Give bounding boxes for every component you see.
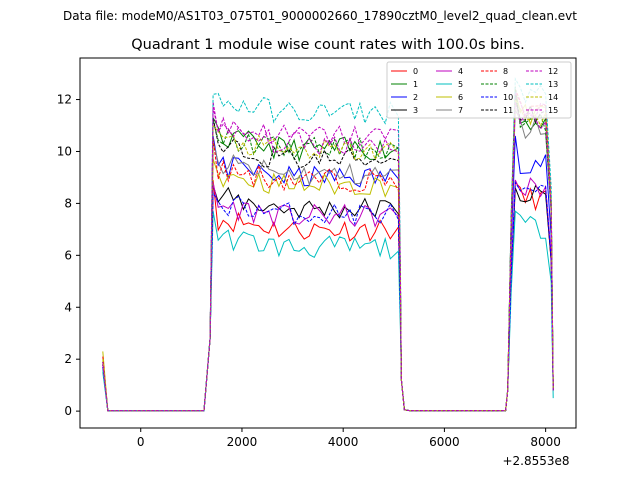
x-tick-label: 8000 <box>530 435 561 449</box>
y-tick-label: 4 <box>64 300 72 314</box>
plot-area <box>80 58 576 428</box>
legend-label-15: 15 <box>548 106 558 115</box>
axes-frame <box>79 57 577 429</box>
legend-label-5: 5 <box>458 80 463 89</box>
x-tick-label: 0 <box>137 435 145 449</box>
legend-label-6: 6 <box>458 93 463 102</box>
legend-label-11: 11 <box>503 106 513 115</box>
x-tick-label: 6000 <box>429 435 460 449</box>
x-tick-label: 4000 <box>328 435 359 449</box>
y-tick-label: 10 <box>57 144 72 158</box>
legend-label-7: 7 <box>458 106 463 115</box>
figure-suptitle: Data file: modeM0/AS1T03_075T01_90000026… <box>63 9 577 23</box>
legend-label-4: 4 <box>458 67 463 76</box>
legend-box <box>386 61 572 119</box>
legend-label-9: 9 <box>503 80 508 89</box>
x-tick-label: 2000 <box>227 435 258 449</box>
y-tick-label: 8 <box>64 196 72 210</box>
series-line-15 <box>102 101 554 412</box>
legend-label-10: 10 <box>503 93 513 102</box>
y-tick-label: 6 <box>64 248 72 262</box>
legend-label-13: 13 <box>548 80 558 89</box>
legend-label-1: 1 <box>413 80 418 89</box>
legend-label-0: 0 <box>413 67 418 76</box>
chart-title: Quadrant 1 module wise count rates with … <box>131 37 525 53</box>
legend-label-14: 14 <box>548 93 558 102</box>
y-tick-label: 2 <box>64 352 72 366</box>
x-offset-label: +2.8553e8 <box>502 454 569 468</box>
legend-label-3: 3 <box>413 106 418 115</box>
series-layer <box>102 77 554 412</box>
legend-label-12: 12 <box>548 67 558 76</box>
y-tick-label: 12 <box>57 93 72 107</box>
y-tick-label: 0 <box>64 404 72 418</box>
legend-label-8: 8 <box>503 67 508 76</box>
legend-label-2: 2 <box>413 93 418 102</box>
